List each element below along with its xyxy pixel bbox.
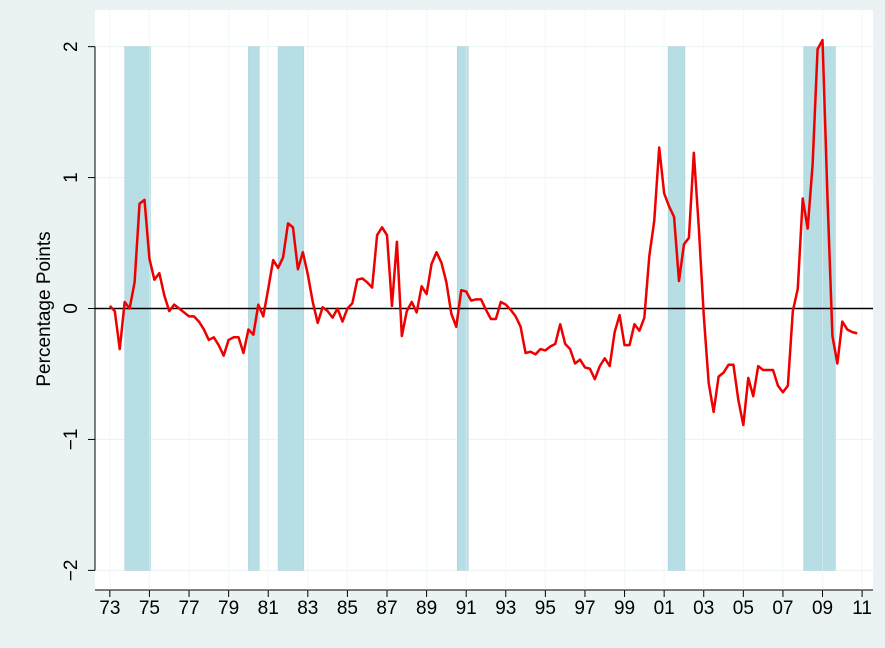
x-tick-label: 85 <box>337 598 358 619</box>
x-tick-label: 81 <box>258 598 279 619</box>
data-line <box>108 38 858 427</box>
x-tick-label: 97 <box>574 598 595 619</box>
x-tick-label: 77 <box>178 598 199 619</box>
plot-area <box>95 10 873 590</box>
x-tick-label: 01 <box>654 598 675 619</box>
x-tick-label: 79 <box>218 598 239 619</box>
x-tick-label: 75 <box>139 598 160 619</box>
x-tick-label: 99 <box>614 598 635 619</box>
y-tick-label: −1 <box>61 429 82 451</box>
x-tick-label: 03 <box>693 598 714 619</box>
x-tick-label: 83 <box>297 598 318 619</box>
x-tick-label: 05 <box>733 598 754 619</box>
x-tick-label: 73 <box>99 598 120 619</box>
y-tick-label: −2 <box>61 560 82 582</box>
x-tick-label: 07 <box>772 598 793 619</box>
x-tick-label: 91 <box>456 598 477 619</box>
y-tick-label: 0 <box>61 303 82 314</box>
x-tick-label: 93 <box>495 598 516 619</box>
x-tick-label: 87 <box>376 598 397 619</box>
x-tick-label: 09 <box>812 598 833 619</box>
x-tick-label: 89 <box>416 598 437 619</box>
x-tick-label: 11 <box>852 598 872 619</box>
y-tick-label: 2 <box>61 41 82 52</box>
y-axis-label: Percentage Points <box>34 231 55 386</box>
x-tick-label: 95 <box>535 598 556 619</box>
y-tick-label: 1 <box>61 172 82 183</box>
